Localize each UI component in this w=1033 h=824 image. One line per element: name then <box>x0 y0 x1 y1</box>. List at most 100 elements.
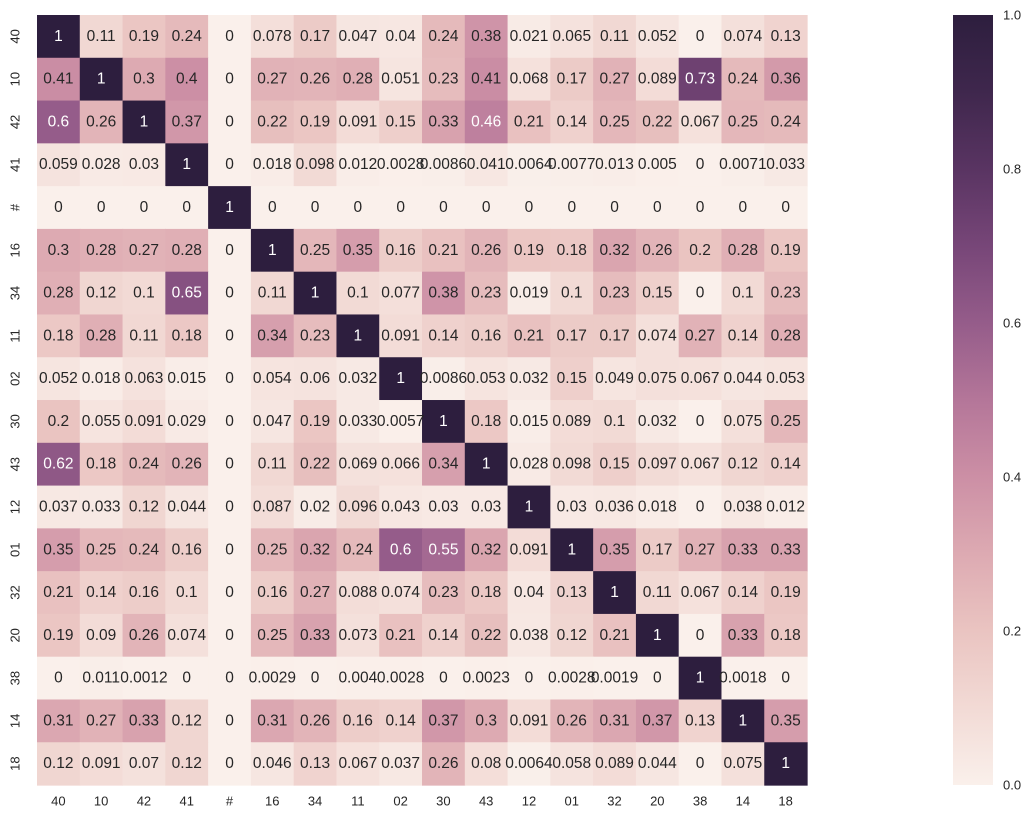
heatmap-cell-label: 0.23 <box>471 285 501 302</box>
heatmap-cell-label: 0.31 <box>43 712 73 729</box>
heatmap-cell <box>422 357 466 401</box>
heatmap-cell <box>250 100 295 144</box>
heatmap-cell <box>464 314 509 358</box>
heatmap-cell-label: 0.11 <box>129 327 158 344</box>
heatmap-cell-label: 0.28 <box>728 242 758 259</box>
heatmap-cell-label: 0.074 <box>723 28 762 45</box>
heatmap-cell <box>293 400 338 444</box>
heatmap-cell-label: 1 <box>482 456 491 473</box>
heatmap-cell <box>165 528 209 572</box>
heatmap-cell-label: 1 <box>140 113 149 130</box>
heatmap-cell <box>593 57 637 102</box>
heatmap-cell-label: 0.2 <box>48 413 70 430</box>
heatmap-cell <box>507 528 551 572</box>
heatmap-cell-label: 0.077 <box>381 285 420 302</box>
heatmap-cell-label: 0.55 <box>428 541 458 558</box>
heatmap-cell <box>422 656 466 701</box>
heatmap-cell-label: 0.075 <box>638 370 677 387</box>
heatmap-cell-label: 0.12 <box>129 498 159 515</box>
heatmap-cell-label: 0.09 <box>86 627 116 644</box>
heatmap-cell <box>165 186 209 230</box>
heatmap-cell <box>550 742 594 786</box>
heatmap-cell <box>422 271 466 316</box>
heatmap-cell <box>379 314 423 358</box>
heatmap-cell <box>37 656 81 701</box>
y-tick-label: 11 <box>8 329 23 343</box>
heatmap-cell-label: 0.18 <box>86 456 116 473</box>
heatmap-cell-label: 0.13 <box>300 755 330 772</box>
heatmap-cell-label: 0.38 <box>471 28 501 45</box>
heatmap-cell-label: 0.052 <box>638 28 677 45</box>
heatmap-cell <box>507 57 551 102</box>
heatmap-cell <box>593 742 637 786</box>
x-tick-label: 40 <box>51 794 65 809</box>
heatmap-cell-label: 0.21 <box>514 113 544 130</box>
heatmap-cell-label: 0.036 <box>595 498 634 515</box>
heatmap-cell-label: 0 <box>696 28 705 45</box>
heatmap-cell-label: 0.32 <box>300 541 330 558</box>
heatmap-cell <box>122 57 166 102</box>
heatmap-cell <box>507 485 551 529</box>
heatmap-cell <box>464 742 509 786</box>
heatmap-cell <box>208 271 252 316</box>
heatmap-cell-label: 0.22 <box>471 627 501 644</box>
heatmap-cell-label: 0.1 <box>561 285 583 302</box>
heatmap-cell <box>422 699 466 743</box>
heatmap-cell-label: 0.31 <box>257 712 287 729</box>
heatmap-cell <box>208 656 252 701</box>
heatmap-cell-label: 0.26 <box>300 71 330 88</box>
heatmap-cell <box>464 442 509 487</box>
heatmap-cell <box>464 656 509 701</box>
y-tick-label: 30 <box>8 414 23 428</box>
heatmap-cell <box>37 228 81 273</box>
heatmap-cell-label: 0.38 <box>428 285 458 302</box>
heatmap-cell-label: 0.043 <box>381 498 420 515</box>
heatmap-cell-label: 0.032 <box>338 370 377 387</box>
heatmap-cell-label: 0.03 <box>557 498 587 515</box>
heatmap-cell <box>550 57 594 102</box>
heatmap-cell <box>678 15 723 59</box>
heatmap-cell-label: 0.24 <box>728 71 759 88</box>
heatmap-cell-label: 0.33 <box>771 541 801 558</box>
heatmap-cell <box>678 314 723 358</box>
heatmap-cell-label: 0.33 <box>728 541 758 558</box>
heatmap-cell <box>122 100 166 144</box>
heatmap-cell-label: 0.41 <box>471 71 501 88</box>
heatmap-cell <box>593 442 637 487</box>
heatmap-cell <box>37 400 81 444</box>
heatmap-cell-label: 0.046 <box>253 755 292 772</box>
heatmap-cell-label: 0.4 <box>176 71 198 88</box>
heatmap-cell <box>507 271 551 316</box>
heatmap-cell-label: 0.015 <box>167 370 206 387</box>
heatmap-cell <box>764 571 808 615</box>
x-tick-label: 41 <box>179 794 193 809</box>
heatmap-cell <box>336 742 380 786</box>
heatmap-cell <box>379 357 423 401</box>
heatmap-cell-label: 0.17 <box>557 71 587 88</box>
heatmap-cell <box>721 613 765 658</box>
heatmap-cell-label: 1 <box>567 541 576 558</box>
heatmap-cell <box>122 271 166 316</box>
heatmap-cell-label: 0 <box>439 670 448 687</box>
heatmap-cell-label: 0.044 <box>167 498 206 515</box>
heatmap-cell-label: 0.25 <box>728 113 758 130</box>
heatmap-cell-label: 0.02 <box>300 498 330 515</box>
heatmap-cell <box>208 442 252 487</box>
heatmap-cell <box>122 485 166 529</box>
heatmap-cell-label: 0.11 <box>643 584 672 601</box>
heatmap-cell-label: 0.041 <box>467 156 506 173</box>
heatmap-cell <box>37 57 81 102</box>
heatmap-cell <box>464 228 509 273</box>
heatmap-cell-label: 0.091 <box>510 712 549 729</box>
heatmap-cell-label: 0.19 <box>771 584 801 601</box>
heatmap-cell <box>635 228 680 273</box>
heatmap-cell <box>550 186 594 230</box>
heatmap-cell <box>593 271 637 316</box>
heatmap-cell <box>79 186 124 230</box>
heatmap-cell-label: 0.23 <box>428 71 458 88</box>
heatmap-cell <box>764 485 808 529</box>
heatmap-cell-label: 1 <box>225 199 234 216</box>
heatmap-cell-label: 0.037 <box>381 755 420 772</box>
x-tick-label: 16 <box>265 794 279 809</box>
heatmap-cell <box>635 15 680 59</box>
